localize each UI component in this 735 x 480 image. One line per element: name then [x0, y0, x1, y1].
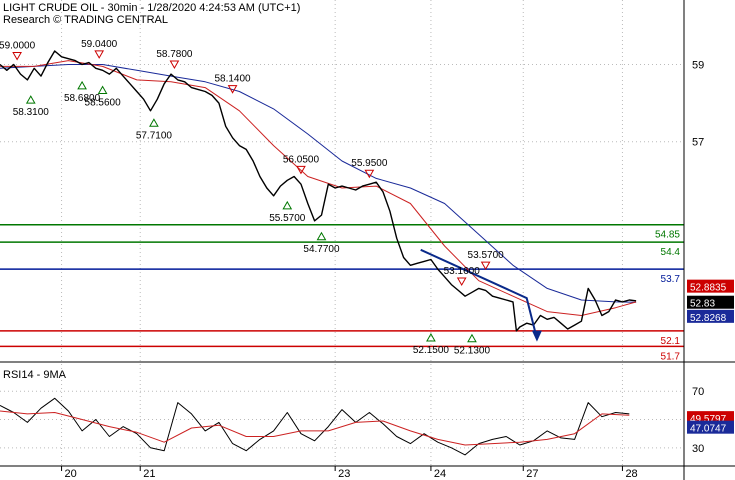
chart-title: LIGHT CRUDE OIL - 30min - 1/28/2020 4:24…: [3, 2, 300, 14]
pivot-high-marker: [94, 50, 105, 59]
y-tick-label: 57: [692, 137, 704, 149]
pivot-low-label: 58.6800: [64, 93, 101, 104]
x-tick-label: 21: [143, 468, 155, 480]
price-tag-ma_fast-bg: [687, 279, 734, 293]
pivot-high-marker: [456, 277, 467, 286]
pivot-high-label: 58.1400: [214, 74, 251, 85]
level-label-resistance: 54.85: [655, 230, 680, 241]
rsi-tick-label: 70: [692, 386, 704, 398]
pivot-low-marker: [282, 200, 293, 210]
rsi-series: [0, 397, 630, 456]
series-price: [0, 50, 637, 332]
pivot-high-marker: [364, 169, 375, 179]
pivot-low-label: 52.1300: [454, 346, 491, 357]
pivot-low-marker: [77, 80, 87, 90]
series-rsi_ma: [0, 410, 630, 446]
price-tag-ma_fast: 52.8835: [690, 283, 727, 294]
rsi-panel-label: RSI14 - 9MA: [3, 369, 67, 381]
y-tick-label: 59: [692, 59, 704, 71]
x-tick-label: 28: [625, 468, 637, 480]
price-tag-ma_slow-bg: [687, 309, 734, 323]
series-ma_slow: [0, 64, 637, 303]
pivot-low-label: 52.1500: [413, 345, 450, 356]
pivot-low-marker: [426, 332, 436, 342]
pivot-low-label: 54.7700: [303, 244, 340, 255]
price-tag-price-bg: [687, 295, 734, 309]
pivot-high-label: 59.0000: [0, 40, 36, 51]
pivot-low-label: 58.5600: [85, 97, 122, 108]
pivot-high-marker: [12, 51, 22, 61]
level-label-resistance: 54.4: [661, 247, 681, 258]
pivot-high-label: 53.1600: [444, 266, 481, 277]
pivot-low-marker: [149, 118, 159, 127]
level-label-support: 52.1: [661, 336, 681, 347]
rsi-tag-rsi_ma: 49.5797: [690, 414, 727, 425]
pivot-low-label: 55.5700: [269, 213, 306, 224]
pivot-high-marker: [480, 261, 491, 271]
support-resistance-levels: 54.85 54.4 53.7 52.1 51.7: [0, 223, 684, 362]
pivot-low-marker: [316, 231, 327, 241]
pivot-low-marker: [25, 95, 36, 104]
pivot-low-label: 57.7100: [136, 130, 173, 141]
pivot-low-label: 58.3100: [13, 107, 50, 118]
series-ma_fast: [0, 60, 637, 316]
rsi-tag-rsi: 47.0747: [690, 424, 727, 435]
forecast-arrow-head: [531, 330, 542, 342]
x-tick-label: 27: [526, 468, 538, 480]
chart-subtitle: Research © TRADING CENTRAL: [3, 14, 168, 26]
x-tick-label: 20: [65, 468, 77, 480]
price-tag-ma_slow: 52.8268: [690, 313, 727, 324]
grid-lines: [0, 0, 684, 466]
pivot-high-label: 53.5700: [468, 250, 505, 261]
pivot-high-marker: [169, 60, 180, 69]
pivot-low-marker: [467, 333, 477, 343]
pivot-high-label: 56.0500: [283, 154, 320, 165]
pivot-low-marker: [97, 85, 108, 94]
pivot-high-marker: [227, 85, 238, 94]
price-series: [0, 50, 637, 342]
pivot-high-label: 59.0400: [81, 39, 118, 50]
pivot-high-marker: [296, 165, 306, 175]
x-tick-label: 23: [338, 468, 350, 480]
level-label-support: 51.7: [661, 351, 681, 362]
price-tag-price: 52.83: [690, 299, 715, 310]
x-tick-label: 24: [434, 468, 446, 480]
pivot-high-label: 55.9500: [351, 158, 388, 169]
level-label-pivot: 53.7: [661, 274, 681, 285]
series-rsi: [0, 397, 630, 456]
pivot-high-label: 58.7800: [156, 49, 193, 60]
forecast-arrow-line: [420, 248, 538, 339]
rsi-tick-label: 30: [692, 443, 704, 455]
rsi-tag-rsi-bg: [687, 420, 734, 434]
